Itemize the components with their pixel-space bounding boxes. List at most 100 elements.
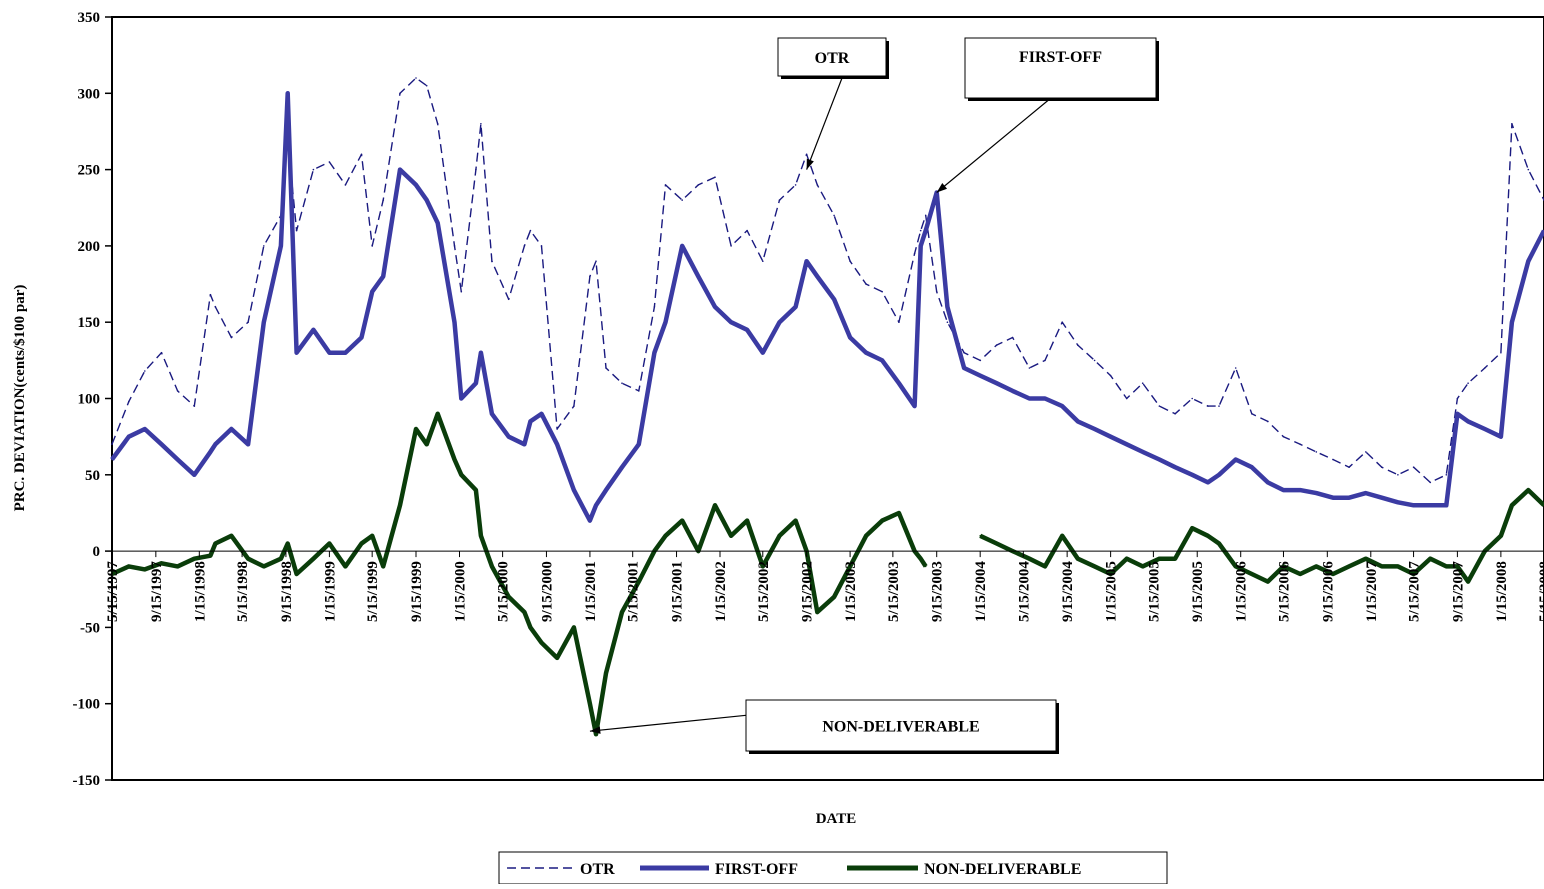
annotation-box [777,37,887,77]
data-point-otr [193,405,196,407]
data-point-otr [1109,374,1112,377]
x-tick-label: 9/15/2001 [670,561,686,622]
data-point-otr [935,290,938,293]
y-axis: 350 300 250 200 150 100 50 0 -50 -100 -150 [73,10,112,789]
data-point-non-deliverable [453,458,456,461]
x-tick-label: 1/15/2006 [1234,561,1250,622]
legend-label-otr: OTR [580,861,615,878]
x-tick-label: 5/15/1997 [105,561,121,622]
data-point-non-deliverable [849,565,851,568]
annotation-label: NON-DELIVERABLE [822,719,979,736]
data-point-otr [295,229,298,232]
data-point-first-off [1267,481,1269,484]
data-point-first-off [573,489,575,491]
data-point-first-off [295,351,298,354]
data-point-otr [475,168,477,171]
x-tick-label: 5/15/1998 [235,561,251,622]
data-point-first-off [1174,466,1176,469]
legend: OTR FIRST-OFF NON-DELIVERABLE [498,851,1168,885]
data-point-otr [1267,420,1269,423]
data-point-non-deliverable [230,535,233,537]
y-tick-label: 250 [78,163,101,179]
data-point-otr [371,245,374,247]
data-point-non-deliverable [1348,565,1350,568]
data-point-non-deliverable [605,672,607,674]
y-tick-label: -100 [73,697,101,713]
x-tick-label: 1/15/2000 [452,561,468,622]
data-point-non-deliverable [1445,565,1448,568]
data-point-non-deliverable [415,428,417,430]
data-point-otr [963,351,965,354]
data-point-non-deliverable [344,565,347,568]
x-tick-label: 5/15/2001 [626,561,642,622]
data-point-otr [714,176,716,178]
data-point-non-deliverable [176,565,179,568]
data-point-otr [1282,435,1285,438]
data-point-otr [1251,413,1253,415]
data-point-otr [595,260,597,263]
data-point-otr [1093,359,1096,362]
data-point-otr [1332,458,1334,461]
data-point-non-deliverable [664,535,667,537]
data-point-first-off [523,443,526,446]
data-point-otr [762,260,764,263]
x-tick-label: 9/15/2005 [1190,561,1206,622]
data-point-otr [1397,474,1399,476]
annotation-arrow [589,714,747,732]
annotation-arrow [936,97,1052,193]
data-point-first-off [833,298,835,301]
data-point-first-off [714,306,716,308]
data-point-otr [247,321,249,324]
x-axis-title: DATE [816,811,857,827]
data-point-first-off [1282,489,1285,491]
data-point-first-off [480,351,482,354]
data-point-otr [460,290,463,293]
data-point-non-deliverable [1282,565,1285,568]
data-point-non-deliverable [730,535,732,537]
data-point-first-off [1061,405,1063,407]
data-point-otr [344,184,347,186]
legend-label-non-deliverable: NON-DELIVERABLE [924,861,1081,878]
data-point-first-off [1348,496,1350,499]
data-point-otr [1234,367,1237,369]
legend-label-first-off: FIRST-OFF [715,861,798,878]
data-point-otr [924,214,927,217]
data-point-non-deliverable [1141,565,1144,568]
data-point-first-off [399,168,401,171]
data-point-non-deliverable [556,657,558,659]
data-point-first-off [746,329,748,331]
data-point-first-off [144,428,146,430]
data-point-non-deliverable [475,489,477,491]
data-point-otr [436,123,439,125]
data-point-otr [653,306,656,308]
data-point-first-off [1044,397,1046,400]
data-point-first-off [344,351,347,354]
data-point-first-off [491,413,493,415]
data-point-first-off [898,382,900,385]
data-point-otr [1191,397,1193,400]
data-point-first-off [328,351,331,354]
data-point-non-deliverable [881,519,883,522]
x-tick-label: 5/15/2004 [1016,561,1032,622]
annotation-arrowhead [589,726,601,734]
plot-area-frame [111,16,1544,781]
data-point-non-deliverable [1158,557,1161,560]
data-point-first-off [1109,435,1112,438]
data-point-non-deliverable [425,443,428,446]
x-tick-label: 1/15/2002 [713,561,729,622]
data-point-non-deliverable [1397,565,1399,568]
data-point-first-off [230,428,233,430]
data-point-non-deliverable [507,596,510,598]
data-point-first-off [1381,496,1383,499]
data-point-otr [480,123,482,125]
data-point-otr [913,252,916,255]
data-point-first-off [247,443,249,446]
data-point-non-deliverable [491,565,493,568]
data-point-first-off [1141,451,1144,453]
data-point-first-off [697,275,700,278]
data-point-first-off [1500,435,1502,438]
data-point-otr [898,321,900,324]
data-point-first-off [924,229,927,232]
x-tick-label: 1/15/2005 [1104,561,1120,622]
data-point-first-off [1234,458,1237,461]
